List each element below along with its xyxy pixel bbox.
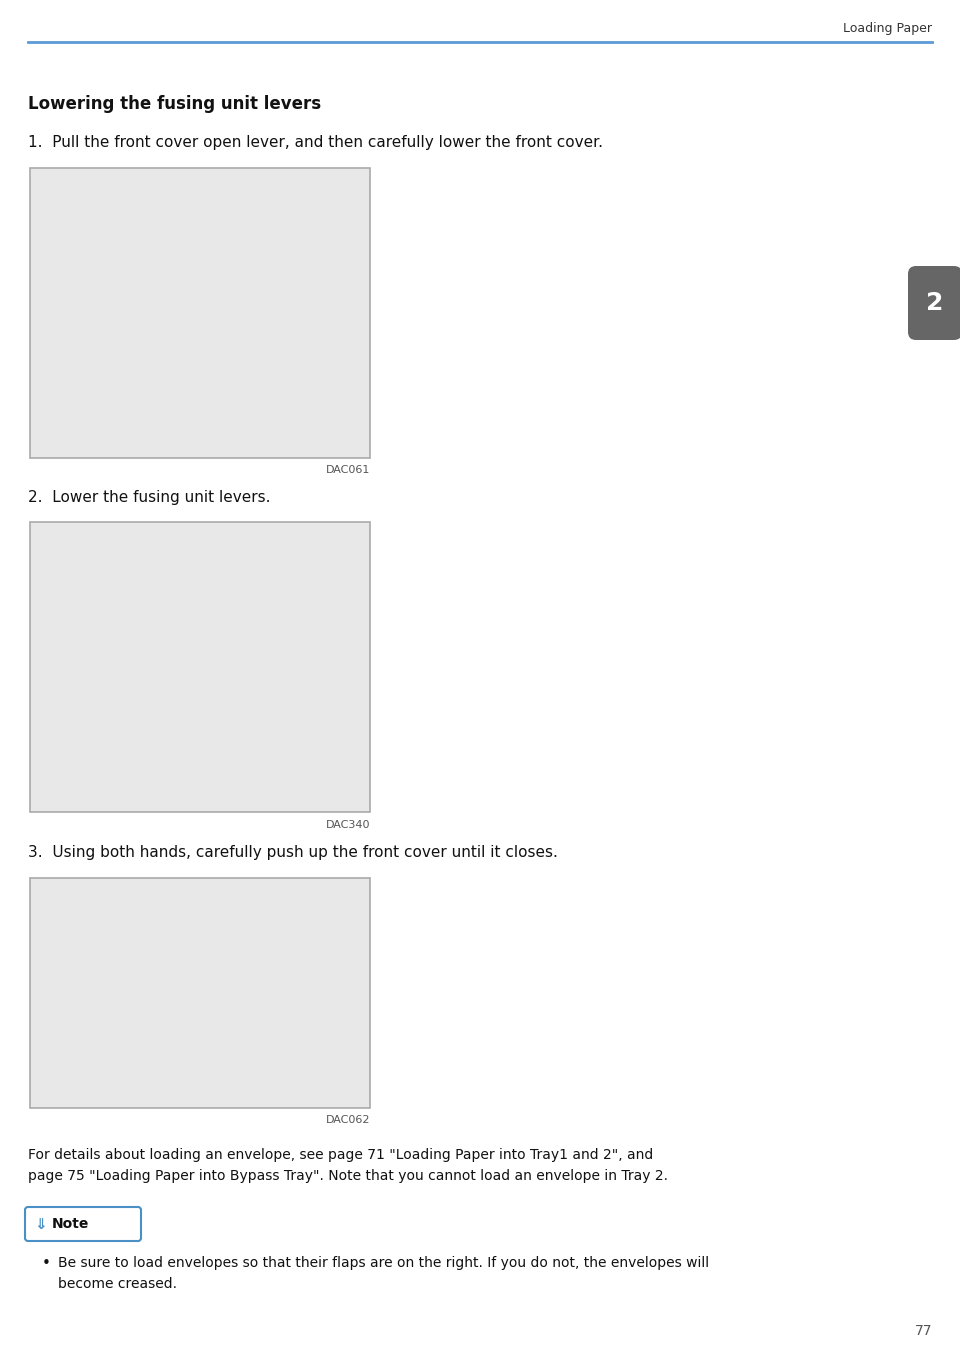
Text: Lowering the fusing unit levers: Lowering the fusing unit levers <box>28 95 322 113</box>
Bar <box>30 522 370 812</box>
Text: ⇓: ⇓ <box>34 1216 47 1232</box>
Text: 1.  Pull the front cover open lever, and then carefully lower the front cover.: 1. Pull the front cover open lever, and … <box>28 135 603 150</box>
Bar <box>30 169 370 458</box>
Text: •: • <box>42 1257 51 1272</box>
FancyBboxPatch shape <box>908 267 960 340</box>
Text: Be sure to load envelopes so that their flaps are on the right. If you do not, t: Be sure to load envelopes so that their … <box>58 1257 709 1291</box>
Text: DAC340: DAC340 <box>325 820 370 830</box>
Text: 77: 77 <box>915 1325 932 1338</box>
Text: 3.  Using both hands, carefully push up the front cover until it closes.: 3. Using both hands, carefully push up t… <box>28 845 558 860</box>
Text: Loading Paper: Loading Paper <box>843 22 932 35</box>
FancyBboxPatch shape <box>25 1208 141 1240</box>
Text: 2.  Lower the fusing unit levers.: 2. Lower the fusing unit levers. <box>28 490 271 505</box>
Text: For details about loading an envelope, see page 71 "Loading Paper into Tray1 and: For details about loading an envelope, s… <box>28 1148 668 1183</box>
Bar <box>30 879 370 1108</box>
Text: DAC062: DAC062 <box>325 1115 370 1125</box>
Text: 2: 2 <box>926 291 944 316</box>
Text: DAC061: DAC061 <box>325 465 370 475</box>
Text: Note: Note <box>52 1217 89 1231</box>
